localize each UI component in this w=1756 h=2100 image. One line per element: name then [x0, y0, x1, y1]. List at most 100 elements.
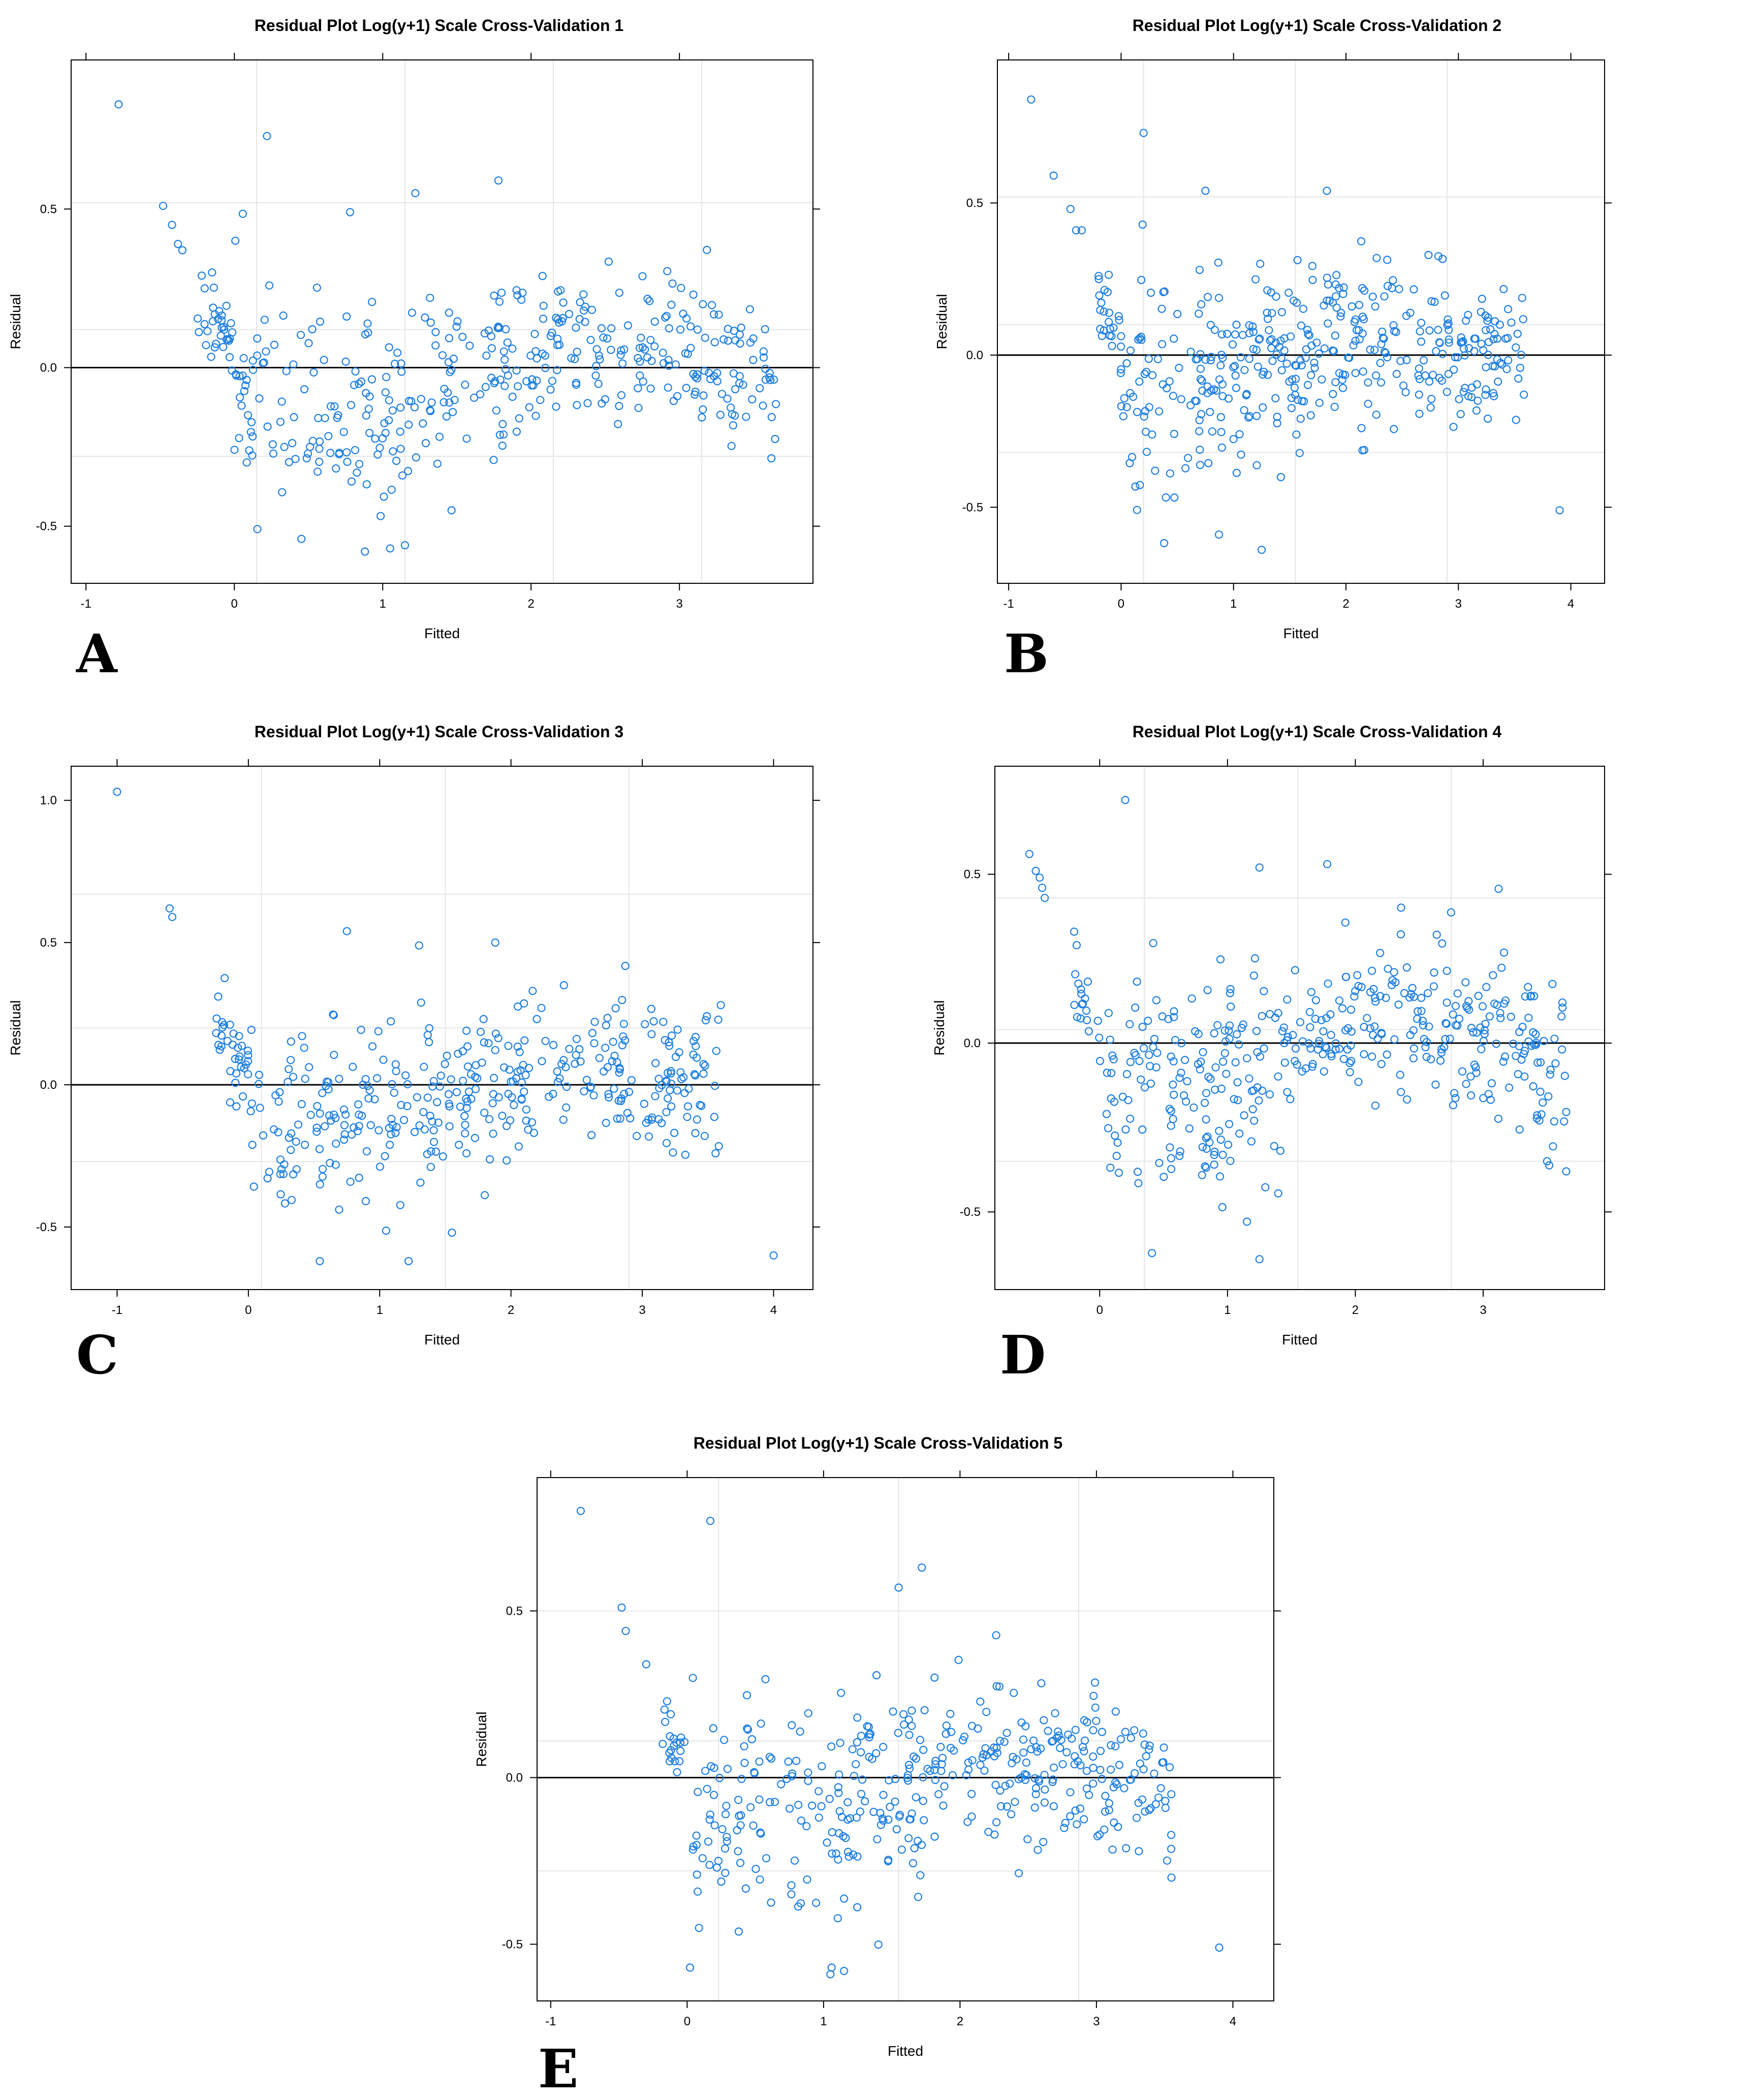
data-point	[1133, 408, 1142, 417]
data-point	[1366, 1024, 1374, 1032]
data-point	[886, 1803, 894, 1811]
data-point	[1377, 1059, 1386, 1069]
data-point	[1376, 949, 1385, 957]
data-point	[1315, 1037, 1324, 1046]
data-point	[342, 927, 351, 935]
data-point	[701, 1016, 710, 1025]
data-point	[721, 1810, 730, 1819]
data-point	[1109, 323, 1118, 332]
data-point	[692, 1831, 701, 1840]
data-point	[595, 1054, 604, 1062]
data-point	[1203, 1132, 1212, 1141]
data-point	[490, 291, 498, 300]
data-point	[1019, 1748, 1028, 1757]
data-point	[1100, 1825, 1109, 1834]
data-point	[479, 1015, 488, 1023]
data-point	[445, 1122, 454, 1131]
data-point	[559, 298, 568, 307]
data-point	[1169, 1115, 1177, 1123]
data-point	[1558, 998, 1567, 1007]
data-point	[1297, 321, 1306, 330]
data-point	[627, 1076, 636, 1085]
data-point	[355, 380, 363, 388]
data-point	[1100, 326, 1108, 335]
data-point	[1402, 963, 1411, 972]
data-point	[374, 1027, 383, 1036]
data-point	[642, 1660, 650, 1669]
data-point	[1224, 394, 1233, 403]
data-point	[1117, 342, 1125, 351]
data-point	[750, 1768, 759, 1777]
data-point	[1167, 1831, 1176, 1839]
data-point	[1145, 1745, 1153, 1754]
data-point	[1313, 1045, 1322, 1054]
data-point	[353, 468, 361, 477]
data-point	[1145, 403, 1153, 412]
data-point	[1318, 375, 1326, 384]
data-point	[280, 443, 289, 451]
data-point	[769, 1251, 778, 1260]
data-point	[1255, 863, 1264, 872]
data-point	[1268, 309, 1276, 318]
data-point	[1130, 1769, 1139, 1778]
data-point	[315, 457, 324, 466]
plot-frame	[994, 766, 1605, 1290]
data-point	[440, 398, 448, 406]
data-point	[464, 1087, 474, 1096]
data-point	[1164, 1015, 1173, 1023]
data-point	[1331, 292, 1340, 301]
data-point	[253, 334, 262, 343]
data-point	[480, 1038, 488, 1047]
data-point	[517, 1094, 526, 1103]
data-point	[1434, 326, 1443, 334]
data-point	[1455, 395, 1463, 403]
data-point	[1049, 1775, 1057, 1784]
data-point	[1116, 369, 1125, 378]
data-point	[347, 477, 356, 486]
data-point	[1370, 1022, 1379, 1031]
data-point	[946, 1743, 955, 1752]
data-point	[1331, 1045, 1340, 1054]
data-point	[592, 362, 601, 370]
data-point	[1283, 1088, 1292, 1096]
data-point	[1051, 1709, 1059, 1717]
data-point	[1321, 1043, 1330, 1051]
data-point	[740, 1742, 748, 1750]
data-point	[1483, 414, 1492, 423]
data-point	[243, 1046, 252, 1055]
data-point	[703, 1784, 711, 1793]
data-point	[240, 387, 248, 395]
data-point	[316, 1109, 324, 1118]
data-point	[1512, 416, 1520, 424]
data-point	[872, 1671, 881, 1680]
data-point	[178, 246, 187, 255]
data-point	[1114, 312, 1123, 321]
data-point	[351, 367, 360, 376]
data-point	[742, 413, 750, 421]
data-point	[331, 1161, 340, 1169]
data-point	[638, 272, 647, 280]
data-point	[531, 412, 540, 420]
data-point	[1261, 1183, 1270, 1192]
data-point	[548, 377, 557, 385]
data-point	[621, 961, 630, 970]
data-point	[840, 1894, 849, 1903]
data-point	[686, 322, 695, 331]
data-point	[617, 346, 625, 355]
data-point	[835, 1807, 844, 1815]
data-point	[682, 384, 691, 392]
data-point	[1211, 1063, 1220, 1072]
data-point	[1255, 335, 1263, 344]
data-point	[428, 1082, 437, 1091]
data-point	[487, 373, 496, 382]
data-point	[716, 411, 725, 419]
data-point	[1520, 1072, 1529, 1081]
data-point	[441, 1059, 449, 1069]
data-point	[1267, 343, 1276, 353]
data-point	[701, 333, 709, 342]
data-point	[1212, 386, 1221, 395]
data-point	[1474, 991, 1483, 1000]
data-point	[1231, 1058, 1240, 1067]
data-point	[1263, 308, 1271, 317]
data-point	[1038, 884, 1047, 892]
